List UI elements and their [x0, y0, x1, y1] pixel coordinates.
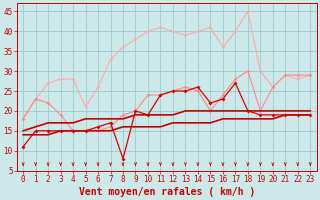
- X-axis label: Vent moyen/en rafales ( km/h ): Vent moyen/en rafales ( km/h ): [79, 187, 255, 197]
